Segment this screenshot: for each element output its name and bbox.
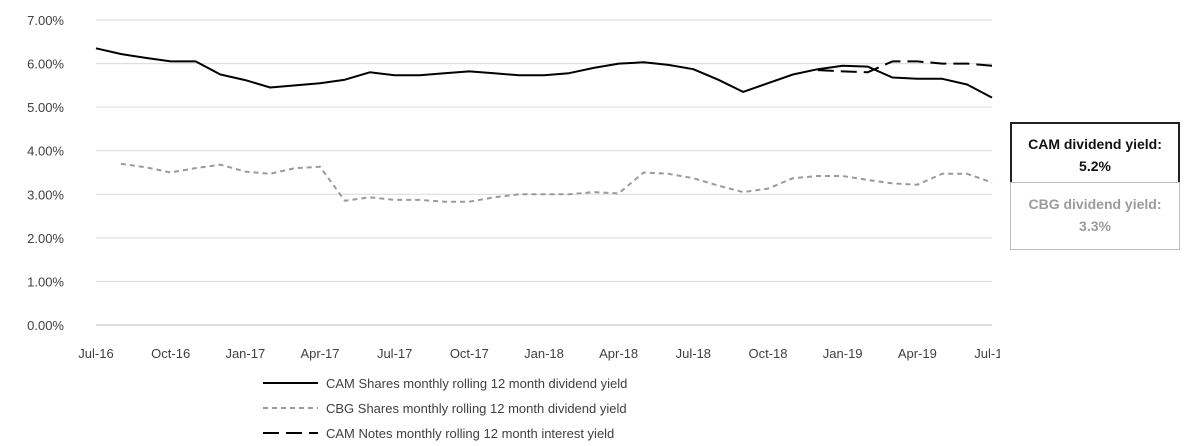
y-tick-label: 7.00% [27, 13, 64, 28]
x-tick-label: Apr-19 [898, 346, 937, 361]
line-chart: 0.00% 1.00% 2.00% 3.00% 4.00% 5.00% 6.00% 7.00%… [27, 13, 1000, 441]
x-tick-label: Jan-18 [524, 346, 564, 361]
y-tick-label: 2.00% [27, 231, 64, 246]
cam-callout-text: CAM dividend yield: 5.2% [1028, 136, 1162, 174]
x-tick-label: Jul-19 [974, 346, 1000, 361]
series-line-1 [120, 162, 993, 203]
x-tick-label: Oct-17 [450, 346, 489, 361]
series-line-2 [817, 60, 993, 74]
y-tick-label: 4.00% [27, 144, 64, 159]
legend-label-1: CBG Shares monthly rolling 12 month divi… [326, 401, 627, 416]
x-tick-label: Apr-18 [599, 346, 638, 361]
x-tick-label: Jul-18 [676, 346, 711, 361]
y-tick-label: 1.00% [27, 274, 64, 289]
legend-label-2: CAM Notes monthly rolling 12 month inter… [326, 426, 614, 441]
y-tick-label: 3.00% [27, 187, 64, 202]
y-tick-label: 5.00% [27, 100, 64, 115]
cbg-callout-text: CBG dividend yield: 3.3% [1028, 196, 1162, 234]
cbg-dividend-yield-callout: CBG dividend yield: 3.3% [1010, 182, 1180, 250]
cam-dividend-yield-callout: CAM dividend yield: 5.2% [1010, 122, 1180, 190]
series-line-0 [95, 47, 993, 99]
x-tick-label: Jan-17 [225, 346, 265, 361]
x-tick-label: Oct-18 [748, 346, 787, 361]
x-tick-label: Apr-17 [300, 346, 339, 361]
x-tick-label: Oct-16 [151, 346, 190, 361]
y-tick-label: 0.00% [27, 318, 64, 333]
x-tick-label: Jan-19 [823, 346, 863, 361]
x-tick-label: Jul-16 [78, 346, 113, 361]
x-tick-label: Jul-17 [377, 346, 412, 361]
y-tick-label: 6.00% [27, 57, 64, 72]
legend-label-0: CAM Shares monthly rolling 12 month divi… [326, 376, 627, 391]
